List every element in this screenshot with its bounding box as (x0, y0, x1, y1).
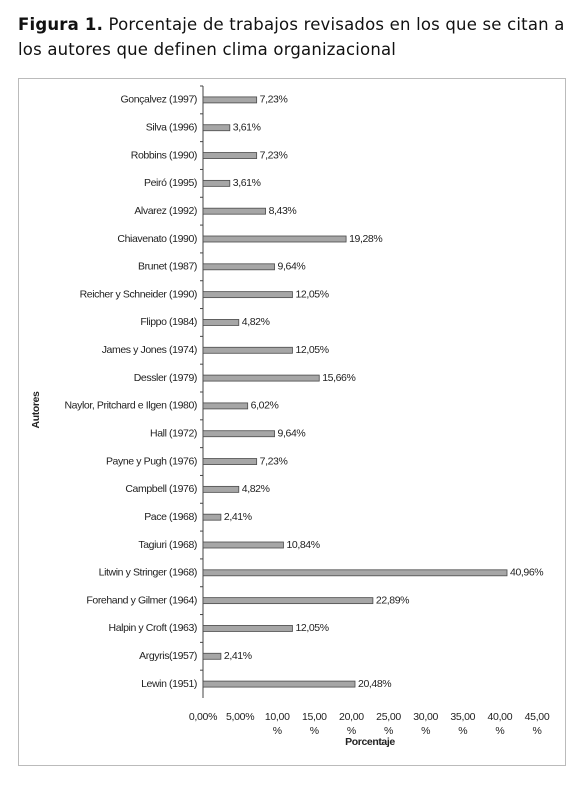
x-tick-label: 20,00 % (339, 711, 364, 737)
y-tick-label: Chiavenato (1990) (117, 233, 197, 245)
y-tick-label: Silva (1996) (146, 122, 197, 134)
y-tick-label: Naylor, Pritchard e Ilgen (1980) (64, 400, 197, 412)
x-tick-label: 25,00 % (376, 711, 401, 737)
x-tick-label: 15,00 % (301, 711, 327, 737)
figure-label: Figura 1. (18, 15, 104, 34)
data-label: 7,23% (260, 455, 288, 467)
x-tick-label: 30,00 % (413, 711, 439, 737)
bar (202, 458, 258, 465)
x-tick-label: 5,00% (225, 711, 255, 723)
bar (202, 263, 275, 271)
bar (202, 319, 240, 326)
y-tick-label: Tagiuri (1968) (138, 539, 197, 551)
bar (202, 96, 258, 104)
y-tick-label: Reicher y Schneider (1990) (80, 288, 197, 300)
y-tick-label: Hall (1972) (150, 428, 197, 440)
data-label: 9,64% (278, 261, 306, 273)
data-label: 15,66% (322, 372, 355, 384)
bar (202, 569, 508, 577)
y-tick-label: Pace (1968) (144, 511, 197, 523)
data-label: 19,28% (349, 233, 382, 245)
bar (202, 124, 231, 132)
bar (202, 402, 249, 410)
bar (202, 597, 374, 605)
bar (202, 179, 231, 187)
y-tick-label: Flippo (1984) (140, 316, 197, 328)
data-label: 7,23% (260, 94, 288, 106)
y-axis-title: Autores (30, 391, 42, 428)
data-label: 12,05% (295, 344, 328, 356)
caption: Figura 1. Porcentaje de trabajos revisad… (18, 12, 573, 62)
y-tick-label: Peiró (1995) (144, 177, 197, 189)
bar (202, 652, 222, 660)
data-label: 20,48% (358, 678, 391, 690)
data-label: 12,05% (295, 288, 328, 300)
chart-title: Porcentaje de trabajos revisados en los … (18, 15, 565, 59)
y-tick-label: Dessler (1979) (134, 372, 197, 384)
data-label: 40,96% (510, 567, 543, 579)
bar (202, 152, 258, 159)
data-label: 2,41% (224, 511, 252, 523)
data-label: 10,84% (286, 539, 319, 551)
data-label: 3,61% (233, 177, 261, 189)
bar (202, 513, 222, 521)
data-label: 12,05% (295, 622, 328, 634)
x-tick-label: 40,00 % (487, 711, 513, 737)
data-label: 22,89% (376, 594, 409, 606)
x-tick-label: 45,00 % (524, 711, 550, 737)
x-axis-title: Porcentaje (345, 736, 395, 748)
y-tick-label: Payne y Pugh (1976) (106, 455, 197, 467)
data-label: 4,82% (242, 483, 270, 495)
y-tick-label: Alvarez (1992) (134, 205, 197, 217)
x-tick-label: 0,00% (188, 711, 218, 723)
chart-frame (18, 78, 566, 766)
bar (202, 485, 240, 493)
bar (202, 625, 293, 632)
data-label: 7,23% (260, 149, 288, 161)
bar (202, 430, 275, 438)
y-tick-label: Litwin y Stringer (1968) (99, 567, 197, 579)
data-label: 9,64% (278, 428, 306, 440)
bar (202, 291, 293, 299)
y-tick-label: Gonçalvez (1997) (121, 94, 197, 106)
y-tick-label: Forehand y Gilmer (1964) (86, 594, 197, 606)
y-tick-label: Campbell (1976) (125, 483, 197, 495)
y-tick-label: Brunet (1987) (138, 261, 197, 273)
bar (202, 374, 320, 382)
bar (202, 541, 284, 549)
data-label: 4,82% (242, 316, 270, 328)
bar (202, 235, 347, 243)
data-label: 8,43% (269, 205, 297, 217)
data-label: 3,61% (233, 122, 261, 134)
y-tick-label: Lewin (1951) (141, 678, 197, 690)
y-tick-label: Halpin y Croft (1963) (109, 622, 197, 634)
y-tick-label: James y Jones (1974) (102, 344, 197, 356)
y-tick-label: Argyris(1957) (139, 650, 197, 662)
y-tick-label: Robbins (1990) (131, 149, 197, 161)
x-tick-label: 10,00 % (264, 711, 290, 737)
bar (202, 346, 293, 354)
data-label: 2,41% (224, 650, 252, 662)
data-label: 6,02% (251, 400, 279, 412)
x-tick-label: 35,00 % (450, 711, 476, 737)
bar (202, 680, 356, 688)
bar (202, 207, 266, 215)
